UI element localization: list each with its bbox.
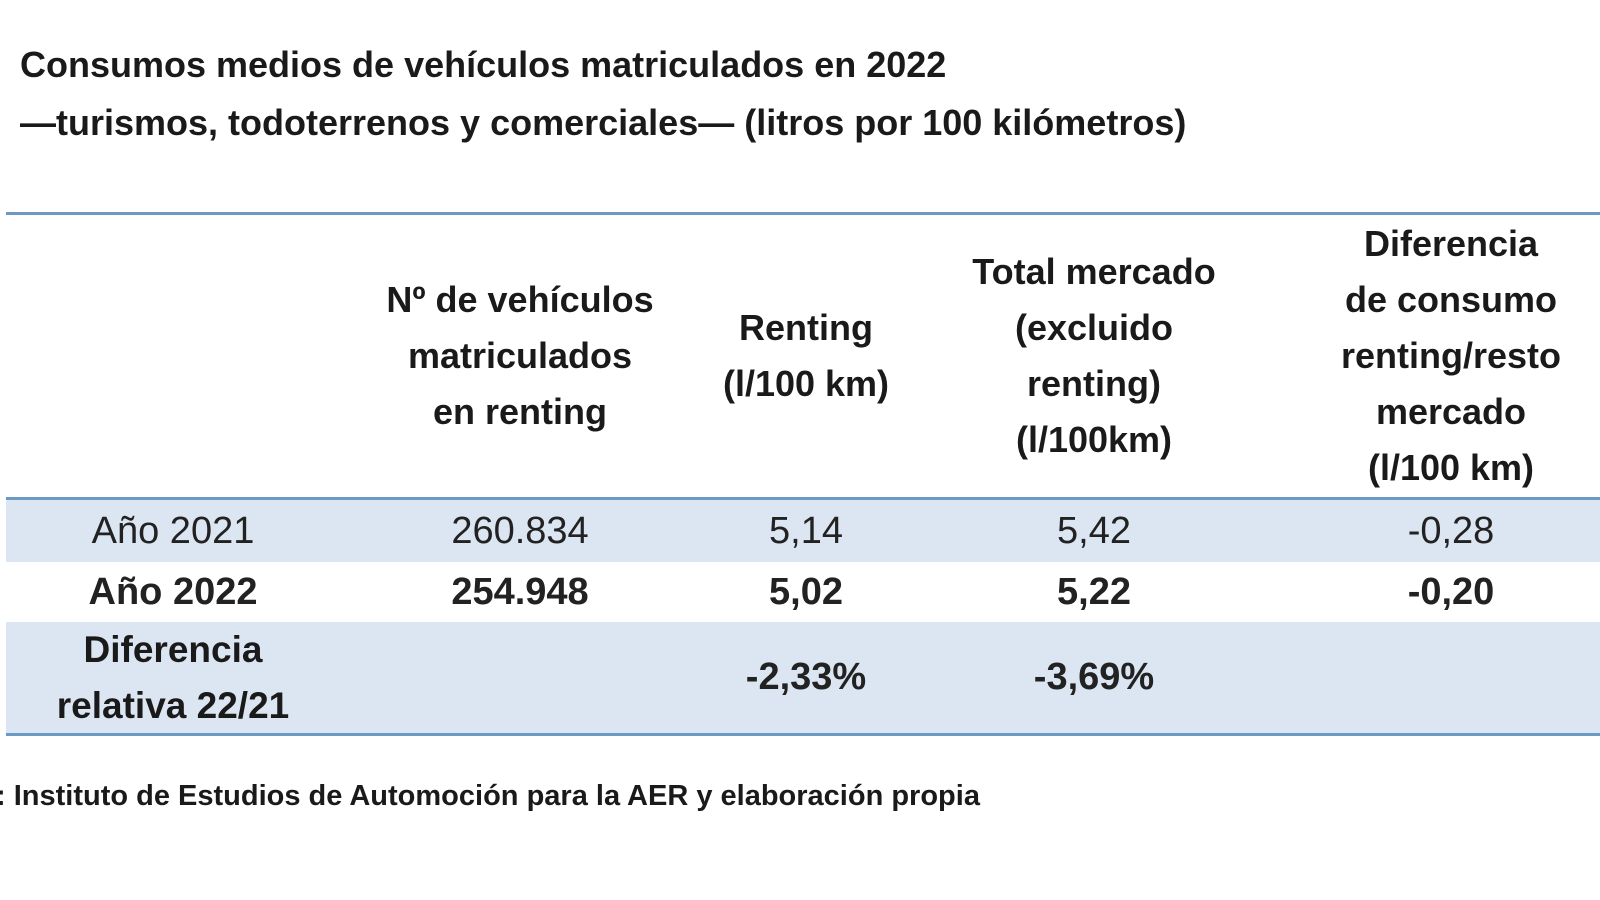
table-row-2021: Año 2021 260.834 5,14 5,42 -0,28 [6,500,1600,562]
page-title: Consumos medios de vehículos matriculado… [20,36,1186,152]
header-vehicles-line: en renting [432,391,607,432]
table-row-relative-difference: Diferencia relativa 22/21 -2,33% -3,69% [6,622,1600,733]
relative-label-line: Diferencia [83,628,263,670]
relative-difference-empty [1276,622,1600,733]
source-note: : Instituto de Estudios de Automoción pa… [0,780,980,812]
header-renting: Renting (l/100 km) [700,215,912,497]
header-renting-line: (l/100 km) [722,363,890,404]
relative-vehicles-empty [340,622,700,733]
row-label: Año 2021 [91,509,255,552]
header-renting-line: Renting [739,307,873,348]
title-line-1: Consumos medios de vehículos matriculado… [20,44,947,85]
header-difference-line: renting/resto [1340,335,1562,376]
vehicles-value: 260.834 [451,509,589,552]
relative-total-value: -3,69% [1033,656,1155,698]
renting-value: 5,02 [769,570,843,613]
header-total-line: Total mercado [972,251,1216,292]
header-empty-cell [6,215,340,497]
header-difference-line: Diferencia [1363,223,1539,264]
header-total-line: (l/100km) [1015,419,1173,460]
difference-value: -0,28 [1407,509,1495,552]
header-difference-line: de consumo [1344,279,1558,320]
header-total-line: (excluido [1014,307,1173,348]
header-difference: Diferencia de consumo renting/resto merc… [1276,215,1600,497]
header-vehicles: Nº de vehículos matriculados en renting [340,215,700,497]
header-total-line: renting) [1027,363,1161,404]
renting-value: 5,14 [769,509,843,552]
header-vehicles-line: matriculados [407,335,633,376]
relative-difference-label: Diferencia relativa 22/21 [6,622,340,733]
consumption-table: Nº de vehículos matriculados en renting … [6,212,1600,736]
table-row-2022: Año 2022 254.948 5,02 5,22 -0,20 [6,562,1600,622]
header-vehicles-line: Nº de vehículos [386,279,654,320]
difference-value: -0,20 [1407,570,1495,613]
total-market-value: 5,42 [1057,509,1131,552]
table-header-row: Nº de vehículos matriculados en renting … [6,215,1600,500]
header-total-market: Total mercado (excluido renting) (l/100k… [912,215,1276,497]
total-market-value: 5,22 [1057,570,1131,613]
title-line-2: —turismos, todoterrenos y comerciales— (… [20,102,1187,143]
relative-label-line: relativa 22/21 [56,684,290,726]
row-label: Año 2022 [88,570,258,613]
header-difference-line: mercado [1375,391,1527,432]
vehicles-value: 254.948 [451,570,589,613]
header-difference-line: (l/100 km) [1367,447,1535,488]
relative-renting-value: -2,33% [745,656,867,698]
